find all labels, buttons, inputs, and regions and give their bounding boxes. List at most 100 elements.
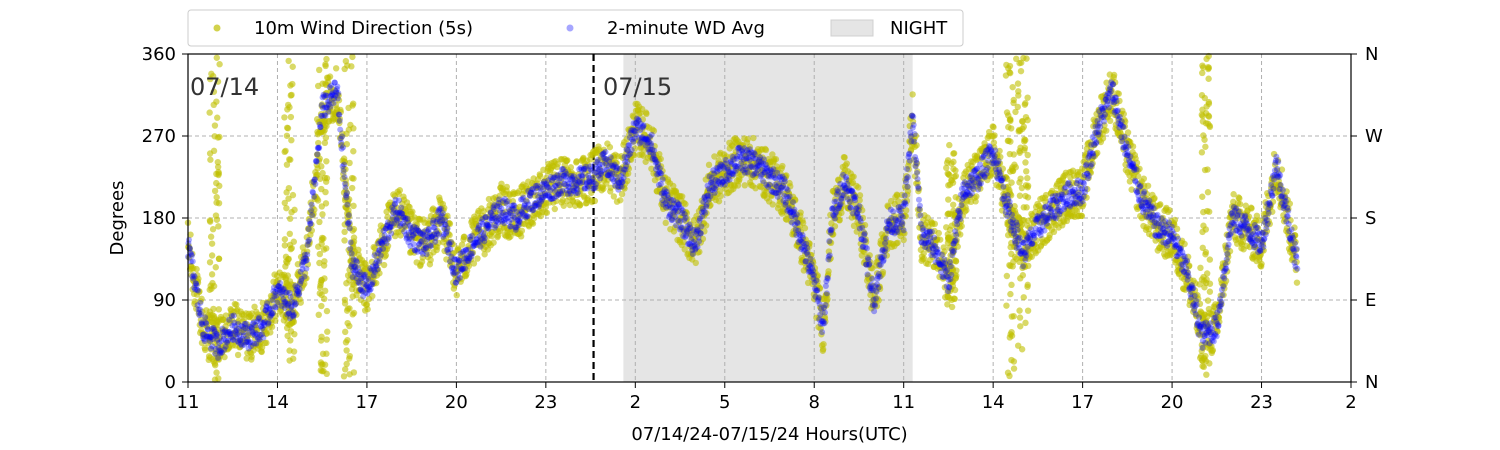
- data-point: [285, 321, 293, 329]
- data-point: [334, 83, 341, 90]
- data-point: [476, 225, 483, 233]
- data-point: [504, 198, 511, 205]
- data-point: [318, 203, 326, 210]
- data-point: [202, 314, 209, 321]
- data-point: [503, 183, 511, 191]
- data-point: [558, 176, 565, 183]
- data-point: [380, 261, 388, 269]
- data-point: [306, 236, 313, 243]
- data-point: [909, 91, 916, 98]
- data-point: [215, 223, 222, 230]
- data-point: [946, 141, 953, 149]
- data-point: [1003, 61, 1010, 69]
- data-point: [376, 270, 383, 277]
- data-point: [794, 220, 801, 227]
- data-point: [342, 328, 349, 336]
- data-point: [210, 305, 217, 313]
- data-point: [342, 339, 350, 346]
- data-point: [1024, 283, 1031, 290]
- data-point: [340, 144, 347, 151]
- data-point: [1020, 294, 1027, 301]
- data-point: [195, 275, 202, 282]
- data-point: [285, 57, 292, 65]
- data-point: [553, 197, 560, 205]
- data-point: [334, 95, 341, 102]
- data-point: [340, 155, 348, 162]
- data-point: [1197, 264, 1204, 272]
- data-point: [952, 258, 960, 265]
- data-point: [213, 216, 221, 223]
- data-point: [1024, 174, 1031, 182]
- data-point: [288, 91, 295, 99]
- data-point: [317, 175, 324, 182]
- data-point: [469, 249, 477, 256]
- data-point: [284, 332, 291, 340]
- data-point: [1017, 175, 1024, 182]
- data-point: [579, 172, 586, 179]
- data-point: [253, 326, 261, 334]
- data-point: [224, 329, 232, 336]
- data-point: [715, 198, 723, 205]
- data-point: [931, 220, 939, 228]
- data-point: [303, 257, 310, 264]
- data-point: [284, 101, 292, 109]
- data-point: [481, 251, 488, 258]
- data-point: [1008, 328, 1015, 336]
- data-point: [346, 159, 353, 167]
- data-point: [335, 90, 342, 97]
- data-point: [800, 234, 807, 241]
- data-point: [1201, 136, 1208, 143]
- data-point: [1022, 319, 1029, 327]
- data-point: [1004, 137, 1012, 145]
- data-point: [432, 207, 440, 214]
- data-point: [1016, 192, 1024, 199]
- data-point: [346, 225, 353, 232]
- data-point: [473, 221, 480, 228]
- data-point: [1021, 101, 1029, 108]
- data-point: [1202, 251, 1209, 258]
- data-point: [1024, 184, 1031, 191]
- data-point: [371, 244, 378, 252]
- data-point: [374, 266, 381, 273]
- data-point: [963, 207, 970, 214]
- data-point: [427, 243, 434, 250]
- data-point: [448, 260, 456, 267]
- data-point: [1018, 59, 1025, 66]
- data-point: [1009, 164, 1016, 171]
- data-point: [343, 360, 350, 368]
- data-point: [588, 189, 595, 196]
- data-point: [1106, 117, 1114, 125]
- data-point: [314, 151, 321, 158]
- data-point: [297, 299, 304, 306]
- data-point: [628, 146, 635, 153]
- data-point: [346, 371, 353, 378]
- data-point: [1205, 100, 1213, 107]
- data-point: [206, 259, 214, 266]
- data-point: [562, 182, 570, 189]
- data-point: [384, 236, 391, 243]
- data-point: [323, 158, 330, 165]
- data-point: [296, 285, 303, 292]
- data-point: [344, 201, 351, 208]
- data-point: [314, 165, 321, 172]
- data-point: [894, 239, 901, 246]
- data-point: [415, 244, 423, 252]
- data-point: [335, 97, 343, 104]
- data-point: [511, 202, 518, 209]
- data-point: [455, 246, 462, 253]
- data-point: [465, 262, 473, 270]
- data-point: [323, 336, 330, 343]
- data-point: [945, 171, 952, 178]
- data-point: [301, 280, 308, 287]
- data-point: [306, 238, 313, 246]
- data-point: [292, 300, 299, 307]
- data-point: [1024, 94, 1031, 101]
- data-point: [1008, 313, 1016, 320]
- data-point: [453, 292, 460, 299]
- data-point: [410, 241, 417, 248]
- data-point: [342, 184, 349, 191]
- data-point: [283, 204, 290, 212]
- data-point: [678, 193, 686, 200]
- data-point: [945, 196, 952, 203]
- data-point: [265, 319, 272, 326]
